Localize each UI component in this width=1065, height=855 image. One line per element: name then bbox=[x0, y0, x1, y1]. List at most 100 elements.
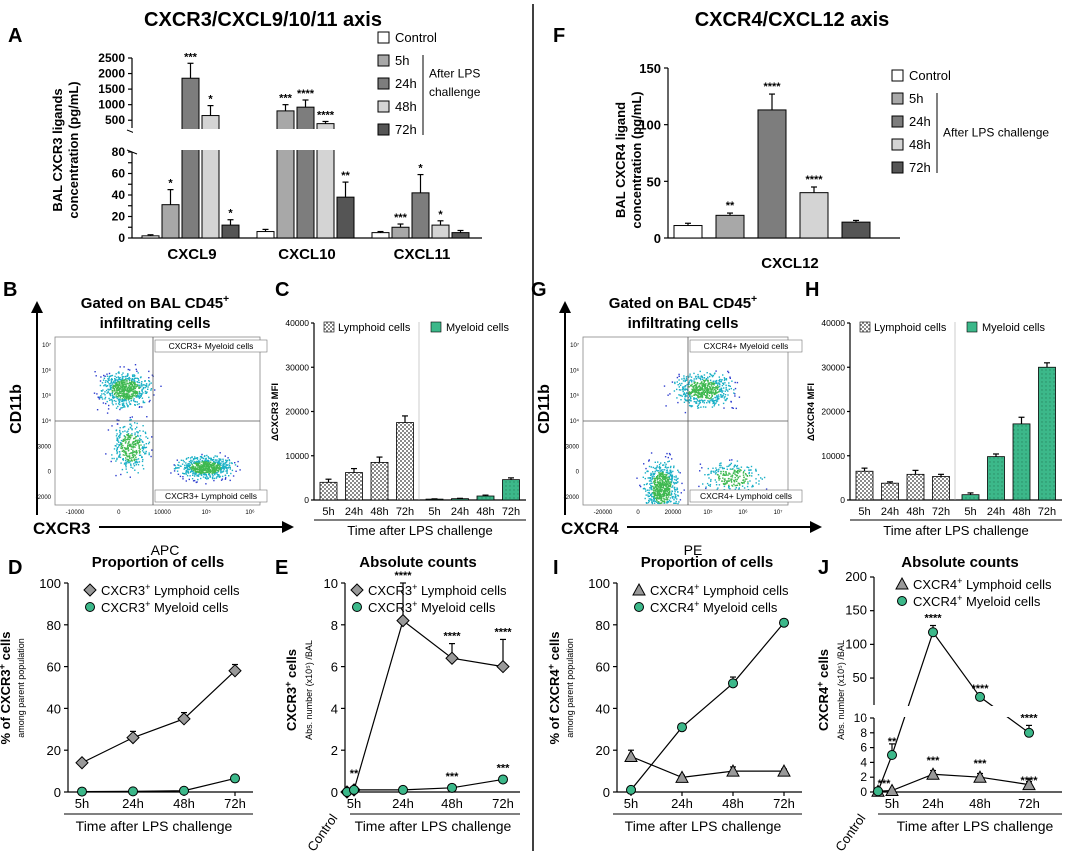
star-A: *** bbox=[184, 51, 198, 63]
flow-dot bbox=[119, 394, 121, 397]
flow-dot bbox=[652, 471, 654, 473]
flow-dot bbox=[218, 458, 220, 460]
flow-dot bbox=[190, 462, 193, 465]
legend-label-24h: 24h bbox=[909, 114, 931, 129]
flow-dot bbox=[650, 480, 652, 482]
flow-dot bbox=[115, 388, 118, 390]
flow-dot bbox=[188, 468, 191, 471]
flow-dot bbox=[126, 396, 129, 398]
flow-dot bbox=[728, 484, 730, 487]
flow-dot bbox=[672, 470, 674, 473]
flow-dot bbox=[207, 463, 209, 465]
flow-dot bbox=[120, 390, 122, 393]
flow-dot bbox=[201, 461, 203, 463]
legend-D-label: CXCR3+ Myeloid cells bbox=[101, 599, 229, 615]
axis-C-ylabel: ΔCXCR3 MFI bbox=[270, 383, 281, 441]
flow-dot bbox=[746, 475, 749, 477]
flow-dot bbox=[662, 471, 664, 474]
flow-dot bbox=[121, 398, 123, 400]
flow-dot bbox=[212, 470, 214, 473]
star-J: **** bbox=[924, 613, 942, 625]
flow-dot bbox=[131, 379, 133, 382]
flow-dot bbox=[742, 479, 744, 481]
flow-dot bbox=[116, 390, 119, 392]
flow-dot bbox=[131, 380, 133, 383]
flow-dot bbox=[673, 390, 676, 392]
flow-dot bbox=[213, 462, 215, 464]
flow-dot bbox=[724, 483, 726, 486]
flow-dot bbox=[693, 388, 696, 390]
flow-dot bbox=[720, 388, 722, 391]
flow-dot bbox=[695, 401, 697, 403]
flow-dot bbox=[111, 382, 113, 384]
flow-dot bbox=[666, 473, 668, 476]
flow-dot bbox=[718, 479, 720, 481]
flow-dot bbox=[200, 467, 203, 469]
flow-dot bbox=[117, 372, 119, 374]
axis-E-tick-label: 6 bbox=[331, 660, 338, 675]
flow-dot bbox=[177, 464, 180, 467]
flow-dot bbox=[668, 483, 671, 485]
flow-dot bbox=[707, 376, 709, 378]
flow-dot bbox=[134, 469, 136, 471]
axis-H-cat-label: 72h bbox=[1038, 506, 1056, 518]
flow-dot bbox=[129, 387, 131, 389]
flow-dot bbox=[211, 468, 214, 470]
flow-dot bbox=[690, 405, 693, 408]
flow-dot bbox=[196, 463, 198, 466]
flow-dot bbox=[119, 388, 121, 390]
flow-dot bbox=[673, 486, 676, 489]
flow-dot bbox=[679, 389, 682, 391]
flow-dot bbox=[137, 458, 140, 460]
flow-dot bbox=[649, 483, 651, 485]
flow-dot bbox=[699, 387, 702, 389]
flow-dot bbox=[701, 392, 703, 395]
flow-dot bbox=[108, 389, 110, 391]
flow-dot bbox=[117, 396, 119, 398]
flow-dot bbox=[108, 377, 110, 379]
flow-dot bbox=[195, 457, 197, 459]
flow-dot bbox=[108, 404, 110, 407]
flow-dot bbox=[181, 463, 184, 465]
flow-dot bbox=[202, 468, 205, 471]
flow-dot bbox=[139, 451, 141, 454]
flow-dot bbox=[124, 379, 126, 381]
flow-dot bbox=[668, 491, 670, 493]
flow-dot bbox=[660, 490, 662, 492]
flow-dot bbox=[126, 471, 128, 474]
flow-dot bbox=[667, 471, 669, 473]
flow-dot bbox=[749, 474, 751, 477]
flow-dot bbox=[660, 474, 662, 476]
flow-dot bbox=[684, 393, 686, 395]
flow-dot bbox=[212, 472, 214, 474]
flow-dot bbox=[700, 375, 702, 378]
legend-I-marker bbox=[632, 582, 646, 596]
flow-dot bbox=[692, 390, 694, 392]
star-J: *** bbox=[974, 758, 988, 770]
legend-J-marker bbox=[897, 596, 907, 606]
flow-dot bbox=[178, 461, 180, 464]
flow-dot bbox=[728, 465, 730, 467]
flow-dot bbox=[737, 476, 740, 478]
axis-E-tick-label: 0 bbox=[331, 785, 338, 800]
flow-dot bbox=[706, 386, 708, 389]
flow-dot bbox=[116, 387, 118, 389]
flow-dot bbox=[725, 482, 727, 484]
flow-dot bbox=[100, 395, 102, 397]
flow-dot bbox=[202, 460, 204, 463]
flow-dot bbox=[691, 405, 694, 407]
axis-J-tick-label: 4 bbox=[860, 755, 867, 769]
flow-dot bbox=[121, 386, 123, 388]
flow-dot bbox=[721, 379, 723, 381]
flow-dot bbox=[684, 385, 686, 387]
flow-dot bbox=[195, 473, 197, 475]
flow-dot bbox=[137, 395, 140, 397]
flow-dot bbox=[134, 400, 137, 403]
flow-dot bbox=[664, 501, 666, 503]
flow-dot bbox=[118, 378, 120, 380]
flow-dot bbox=[220, 468, 222, 470]
flow-dot bbox=[123, 379, 125, 382]
flow-dot bbox=[141, 406, 143, 408]
flow-dot bbox=[131, 453, 134, 455]
